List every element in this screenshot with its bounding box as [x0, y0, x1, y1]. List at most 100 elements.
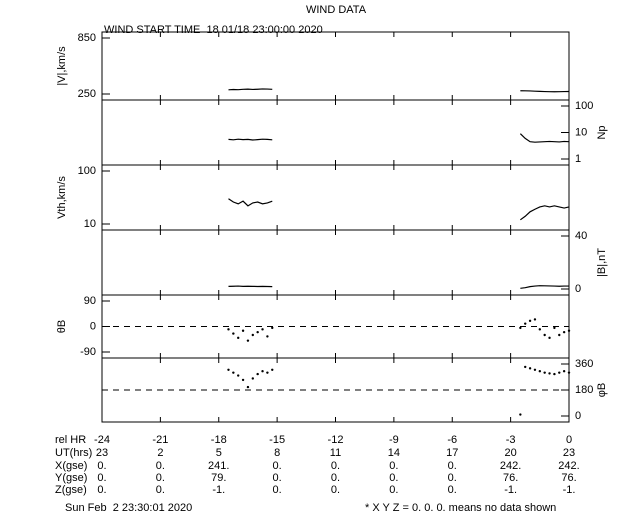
x-tick-label: -6 [447, 434, 457, 446]
data-point [562, 370, 566, 373]
data-line [228, 198, 570, 221]
data-point [524, 322, 527, 325]
data-point [227, 328, 230, 331]
data-line [228, 88, 570, 93]
table-cell: 8 [274, 447, 280, 459]
y-tick-label: 90 [84, 295, 96, 307]
y-axis-label: Np [596, 125, 608, 139]
table-cell: 2 [157, 447, 163, 459]
table-label: X(gse) [55, 460, 87, 472]
table-cell: 0. [273, 484, 282, 496]
data-point [232, 332, 235, 335]
data-line [228, 285, 569, 289]
data-point [538, 328, 542, 331]
data-point [548, 336, 551, 340]
y-tick-label: 10 [84, 218, 96, 230]
data-point [266, 335, 269, 338]
table-cell: 5 [216, 447, 222, 459]
table-label: Z(gse) [55, 484, 87, 496]
data-point [519, 326, 522, 330]
footer-date: Sun Feb 2 23:30:01 2020 [65, 502, 192, 512]
table-cell: 23 [563, 447, 575, 459]
table-cell: 0. [448, 460, 457, 472]
data-point [271, 326, 274, 330]
panel-frame [101, 164, 570, 231]
data-point [251, 377, 255, 380]
y-tick-label: 0 [575, 283, 581, 295]
data-point [271, 368, 274, 371]
y-tick-label: 180 [575, 384, 593, 396]
data-point [241, 329, 245, 332]
table-cell: 0. [389, 484, 398, 496]
y-tick-label: 0 [90, 320, 96, 332]
y-tick-label: 40 [575, 230, 587, 242]
table-cell: 79. [211, 472, 226, 484]
data-point [528, 367, 532, 370]
panel-frame [101, 99, 570, 166]
data-point [237, 374, 240, 377]
table-cell: 20 [505, 447, 517, 459]
table-cell: 0. [331, 460, 340, 472]
data-point [567, 329, 571, 332]
x-tick-label: -12 [328, 434, 344, 446]
y-tick-label: 360 [575, 358, 593, 370]
y-axis-label: |B|,nT [596, 248, 608, 277]
table-label: UT(hrs) [55, 447, 92, 459]
data-point [558, 371, 561, 374]
y-axis-label: Vth,km/s [56, 176, 68, 219]
table-cell: 0. [389, 460, 398, 472]
table-cell: 76. [561, 472, 576, 484]
data-point [241, 378, 245, 382]
data-point [543, 333, 546, 337]
data-point [524, 365, 527, 369]
y-tick-label: 100 [78, 165, 96, 177]
table-cell: 11 [330, 447, 341, 459]
data-point [528, 319, 532, 323]
data-point [553, 326, 556, 330]
y-axis-label: θB [56, 320, 68, 333]
data-point [256, 330, 259, 334]
table-cell: 14 [388, 447, 400, 459]
table-cell: 0. [97, 460, 106, 472]
table-cell: 0. [273, 472, 282, 484]
x-tick-label: -21 [152, 434, 168, 446]
panel-frame [101, 31, 570, 101]
data-point [266, 371, 269, 374]
data-point [533, 368, 537, 371]
x-tick-label: -9 [389, 434, 399, 446]
table-cell: 242. [558, 460, 579, 472]
data-point [237, 336, 240, 340]
data-point [261, 328, 264, 331]
table-cell: 0. [97, 472, 106, 484]
y-tick-label: -90 [80, 346, 96, 358]
data-point [232, 371, 235, 374]
data-point [558, 333, 561, 337]
table-cell: 0. [448, 472, 457, 484]
y-tick-label: 1 [575, 153, 581, 165]
y-axis-label: φB [596, 383, 608, 397]
data-point [562, 330, 566, 334]
y-tick-label: 850 [78, 32, 96, 44]
x-tick-label: -18 [211, 434, 227, 446]
table-cell: 0. [448, 484, 457, 496]
data-point [519, 413, 522, 416]
data-point [543, 371, 546, 374]
data-point [227, 368, 230, 371]
panel-frame [101, 229, 570, 296]
table-cell: 0. [156, 472, 165, 484]
data-point [553, 372, 556, 376]
table-label: Y(gse) [55, 472, 87, 484]
table-label: rel HR [55, 434, 86, 446]
subtitle: WIND START TIME 18 01/18 23:00:00 2020 [104, 24, 323, 36]
data-point [251, 333, 255, 337]
table-cell: 242. [500, 460, 521, 472]
table-cell: -1. [504, 484, 517, 496]
x-tick-label: -15 [269, 434, 285, 446]
y-tick-label: 100 [575, 100, 593, 112]
y-tick-label: 10 [575, 126, 587, 138]
data-point [548, 372, 551, 375]
y-tick-label: 0 [575, 410, 581, 422]
table-cell: 241. [208, 460, 229, 472]
y-axis-label: |V|,km/s [56, 46, 68, 86]
